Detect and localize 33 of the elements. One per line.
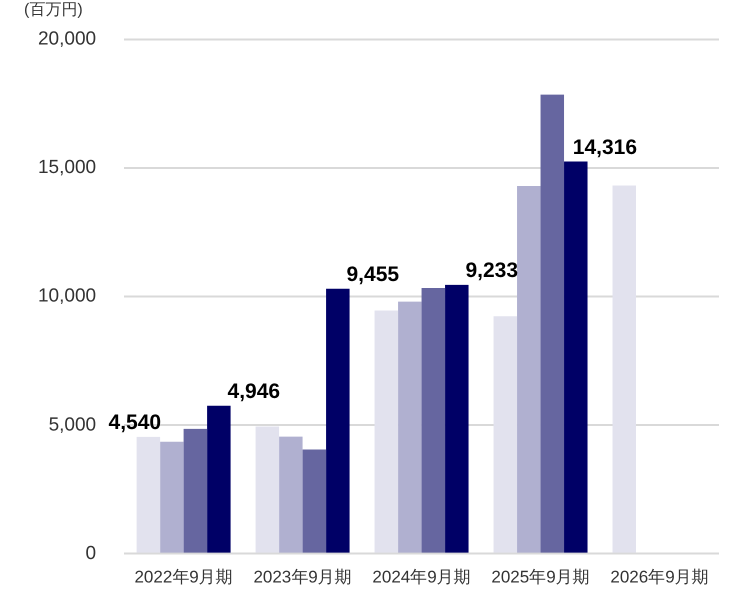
bar [279, 436, 303, 553]
x-tick-label: 2025年9月期 [491, 567, 590, 586]
bar [564, 162, 588, 553]
data-label: 9,233 [465, 259, 518, 282]
bar [445, 284, 469, 553]
data-label: 14,316 [572, 136, 638, 159]
data-label: 4,946 [228, 380, 280, 404]
bar [517, 186, 541, 553]
bar [494, 316, 518, 553]
y-tick-label: 15,000 [38, 157, 96, 178]
y-axis-title: (百万円) [24, 1, 83, 18]
y-tick-label: 20,000 [38, 28, 96, 50]
bar [540, 94, 564, 553]
data-label: 9,455 [346, 263, 400, 286]
x-tick-label: 2022年9月期 [134, 567, 233, 586]
bar [612, 186, 636, 553]
data-label: 4,540 [108, 411, 162, 434]
bar [184, 428, 208, 553]
x-tick-label: 2026年9月期 [610, 567, 709, 586]
x-tick-label: 2023年9月期 [253, 567, 352, 586]
y-tick-label: 5,000 [48, 414, 96, 436]
bar [374, 310, 398, 553]
bar [136, 436, 160, 553]
bar [398, 302, 422, 553]
bar [160, 442, 184, 553]
bar [207, 406, 231, 553]
bar [302, 449, 326, 553]
y-tick-label: 0 [86, 542, 96, 564]
bar [256, 426, 280, 553]
bar [422, 288, 446, 553]
bar [326, 288, 350, 553]
x-tick-label: 2024年9月期 [372, 567, 471, 586]
y-tick-label: 10,000 [38, 286, 96, 307]
